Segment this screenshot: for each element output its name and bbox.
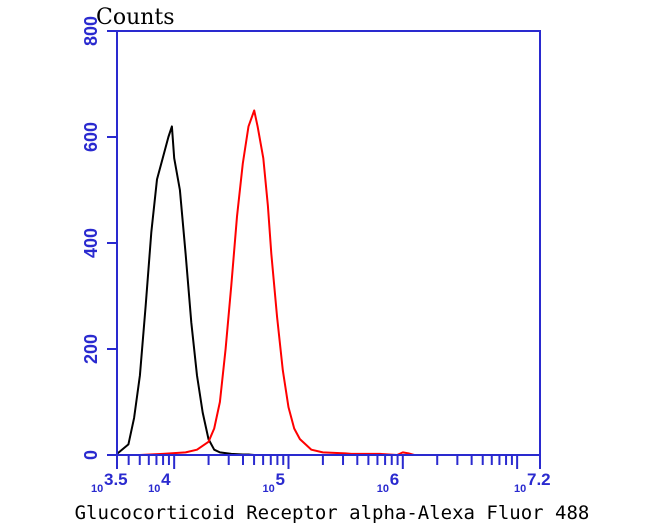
y-tick-label: 400 — [81, 228, 101, 258]
x-tick-base: 10 — [148, 483, 160, 495]
x-tick-base: 10 — [514, 483, 526, 495]
x-tick-label: 10 3.5 — [91, 470, 128, 495]
plot-lines — [116, 109, 415, 456]
series-line-1 — [116, 125, 255, 456]
x-tick-label: 10 4 — [148, 470, 171, 495]
y-axis-label: Counts — [96, 5, 175, 30]
x-tick-base: 10 — [377, 483, 389, 495]
x-axis-label: Glucocorticoid Receptor alpha-Alexa Fluo… — [75, 502, 590, 524]
x-tick-label: 10 7.2 — [514, 470, 551, 495]
x-tick-exponent: 3.5 — [104, 470, 128, 489]
y-tick-label: 600 — [81, 122, 101, 152]
x-tick-base: 10 — [262, 483, 274, 495]
x-tick-exponent: 7.2 — [527, 470, 551, 489]
x-axis-ticks: 10 3.5 10 4 10 5 10 6 10 7.2 — [91, 455, 551, 495]
y-tick-label: 0 — [81, 450, 101, 460]
y-tick-label: 800 — [81, 16, 101, 46]
x-tick-label: 10 5 — [262, 470, 284, 495]
x-tick-label: 10 6 — [377, 470, 399, 495]
series-line-2 — [139, 109, 415, 456]
x-tick-exponent: 6 — [390, 470, 399, 489]
plot-frame — [116, 30, 541, 456]
y-axis-ticks: 0 200 400 600 800 — [81, 16, 117, 460]
x-tick-base: 10 — [91, 483, 103, 495]
y-tick-label: 200 — [81, 334, 101, 364]
x-tick-exponent: 5 — [275, 470, 284, 489]
x-tick-exponent: 4 — [161, 470, 171, 489]
